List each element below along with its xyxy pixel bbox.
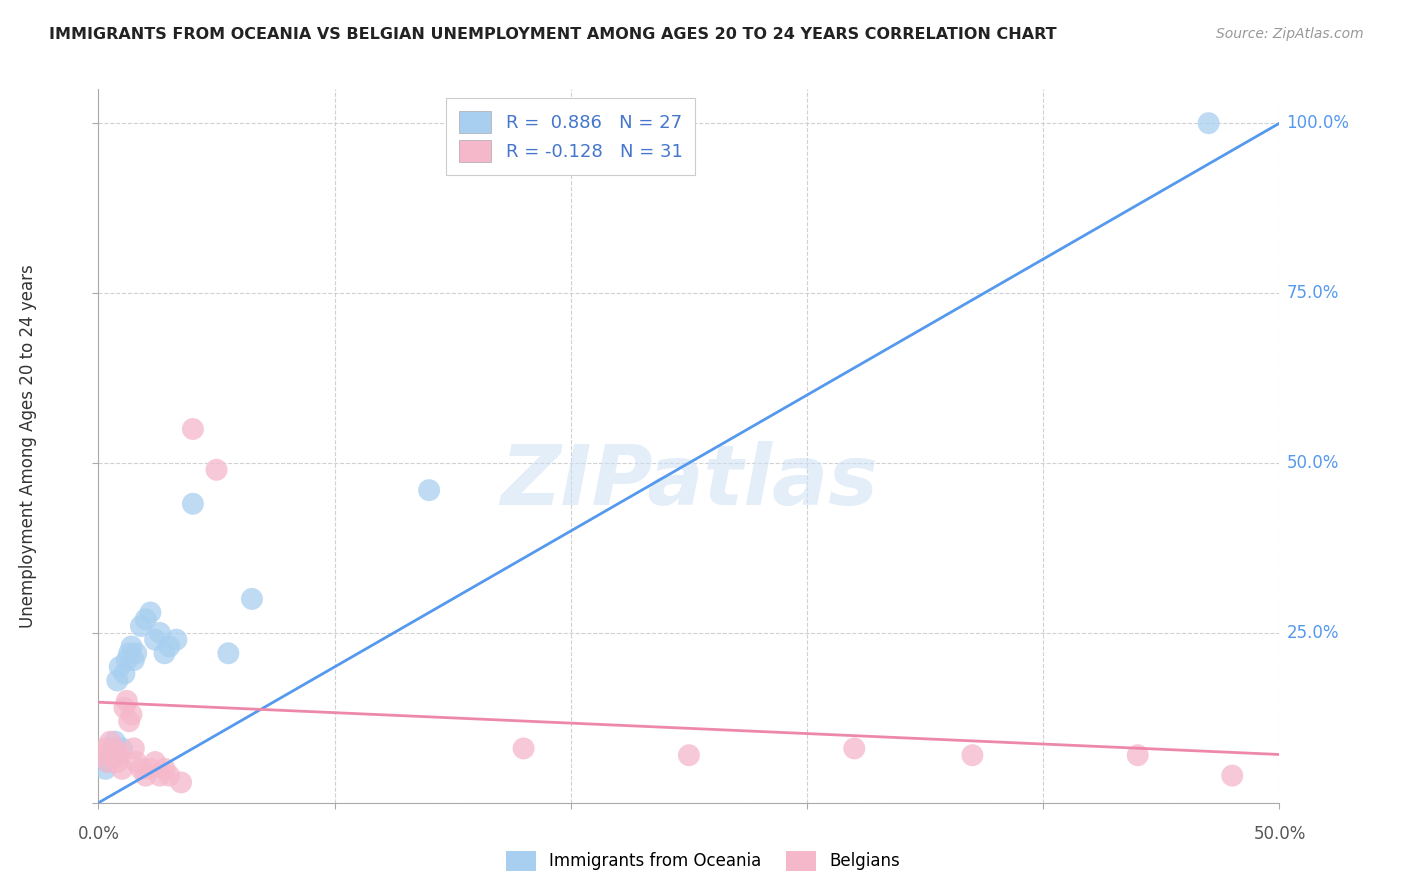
Point: [118, 646, 141, 660]
Point: [125, 646, 148, 660]
Text: Unemployment Among Ages 20 to 24 years: Unemployment Among Ages 20 to 24 years: [20, 264, 37, 628]
Point: [115, 694, 138, 708]
Point: [111, 762, 134, 776]
Text: IMMIGRANTS FROM OCEANIA VS BELGIAN UNEMPLOYMENT AMONG AGES 20 TO 24 YEARS CORREL: IMMIGRANTS FROM OCEANIA VS BELGIAN UNEMP…: [49, 27, 1057, 42]
Text: Source: ZipAtlas.com: Source: ZipAtlas.com: [1216, 27, 1364, 41]
Point: [121, 640, 143, 654]
Point: [217, 646, 239, 660]
Point: [125, 755, 148, 769]
Point: [139, 606, 162, 620]
Point: [97, 755, 120, 769]
Point: [91, 748, 114, 763]
Point: [94, 762, 117, 776]
Point: [108, 748, 131, 763]
Point: [94, 741, 117, 756]
Point: [143, 632, 166, 647]
Point: [1126, 748, 1149, 763]
Text: ZIPatlas: ZIPatlas: [501, 442, 877, 522]
Point: [962, 748, 984, 763]
Point: [105, 673, 128, 688]
Point: [101, 748, 124, 763]
Point: [149, 769, 172, 783]
Point: [122, 653, 145, 667]
Point: [157, 640, 180, 654]
Point: [104, 741, 127, 756]
Point: [153, 646, 176, 660]
Point: [115, 653, 138, 667]
Text: 50.0%: 50.0%: [1286, 454, 1339, 472]
Point: [418, 483, 440, 498]
Point: [157, 769, 180, 783]
Point: [122, 741, 145, 756]
Point: [143, 755, 166, 769]
Text: 50.0%: 50.0%: [1253, 825, 1306, 843]
Point: [118, 714, 141, 729]
Point: [844, 741, 866, 756]
Text: 100.0%: 100.0%: [1286, 114, 1350, 132]
Point: [1220, 769, 1243, 783]
Point: [240, 591, 263, 606]
Point: [111, 741, 134, 756]
Point: [135, 612, 157, 626]
Point: [112, 666, 135, 681]
Point: [165, 632, 187, 647]
Text: 0.0%: 0.0%: [77, 825, 120, 843]
Point: [101, 741, 124, 756]
Point: [97, 755, 120, 769]
Point: [121, 707, 143, 722]
Point: [104, 734, 127, 748]
Point: [678, 748, 700, 763]
Text: 75.0%: 75.0%: [1286, 284, 1339, 302]
Point: [129, 619, 152, 633]
Point: [205, 463, 228, 477]
Point: [105, 755, 128, 769]
Legend: Immigrants from Oceania, Belgians: Immigrants from Oceania, Belgians: [498, 842, 908, 880]
Point: [181, 497, 204, 511]
Legend: R =  0.886   N = 27, R = -0.128   N = 31: R = 0.886 N = 27, R = -0.128 N = 31: [446, 98, 696, 175]
Point: [98, 748, 121, 763]
Point: [98, 734, 121, 748]
Point: [153, 762, 176, 776]
Text: 25.0%: 25.0%: [1286, 624, 1339, 642]
Point: [1198, 116, 1220, 130]
Point: [181, 422, 204, 436]
Point: [135, 769, 157, 783]
Point: [149, 626, 172, 640]
Point: [108, 660, 131, 674]
Point: [139, 762, 162, 776]
Point: [512, 741, 534, 756]
Point: [129, 762, 152, 776]
Point: [170, 775, 193, 789]
Point: [112, 700, 135, 714]
